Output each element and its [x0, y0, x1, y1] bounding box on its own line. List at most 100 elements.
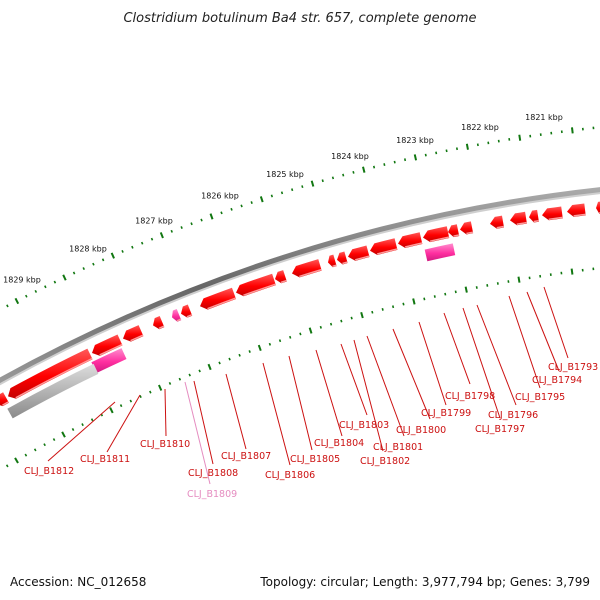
inner-major-tick: [517, 276, 521, 283]
kbp-label-group: 1821 kbp 1822 kbp 1823 kbp 1824 kbp 1825 kbp…: [3, 113, 563, 285]
gene-feature-edge: [342, 261, 348, 265]
gene-feature: [275, 270, 287, 284]
gene-feature-edge: [429, 236, 450, 242]
label-leader-line: [476, 304, 517, 406]
pink-feature-block: [424, 243, 456, 262]
gene-feature-edge: [404, 242, 423, 248]
inner-minor-tick: [188, 373, 191, 377]
outer-minor-tick: [393, 160, 396, 164]
gene-feature: [292, 259, 322, 278]
gene-label: CLJ_B1802: [360, 456, 410, 467]
gene-feature-edge: [573, 213, 586, 217]
outer-tick-ring: [6, 126, 595, 308]
gene-feature-edge: [376, 248, 398, 255]
gene-label: CLJ_B1806: [265, 470, 315, 481]
label-leader-line: [462, 307, 501, 419]
outer-minor-tick: [435, 151, 438, 155]
outer-minor-tick: [34, 289, 38, 293]
inner-major-tick: [207, 363, 212, 371]
inner-major-tick: [109, 407, 114, 414]
backbone-shadow: [0, 191, 600, 386]
gene-label-group: CLJ_B1793 CLJ_B1794 CLJ_B1795 CLJ_B1796 CLJ_…: [24, 362, 598, 500]
inner-minor-tick: [248, 350, 251, 353]
inner-minor-tick: [433, 295, 436, 298]
inner-minor-tick: [371, 310, 374, 314]
inner-minor-tick: [228, 357, 231, 361]
inner-major-tick: [157, 384, 163, 391]
outer-minor-tick: [445, 149, 448, 153]
outer-minor-tick: [403, 158, 407, 162]
gene-feature: [236, 273, 276, 297]
gene-label: CLJ_B1805: [290, 454, 340, 465]
kbp-label: 1822 kbp: [461, 123, 499, 132]
gene-feature-edge: [99, 343, 123, 356]
inner-minor-tick: [402, 302, 405, 306]
genome-summary-text: Topology: circular; Length: 3,977,794 bp…: [259, 575, 590, 589]
gene-feature: [460, 221, 474, 235]
gene-feature: [542, 206, 563, 221]
gene-label: CLJ_B1797: [475, 424, 525, 435]
kbp-label: 1829 kbp: [3, 276, 41, 285]
inner-minor-tick: [178, 377, 182, 381]
outer-major-tick: [209, 213, 214, 220]
gene-feature-edge: [186, 314, 193, 318]
inner-minor-tick: [340, 319, 343, 323]
gene-feature: [153, 316, 165, 330]
outer-major-tick: [159, 232, 164, 239]
kbp-label: 1828 kbp: [69, 244, 107, 253]
inner-minor-tick: [119, 404, 123, 408]
label-leader-line: [184, 381, 211, 485]
inner-minor-tick: [168, 381, 172, 385]
inner-minor-tick: [381, 308, 384, 311]
outer-minor-tick: [140, 241, 144, 245]
gene-feature-group: [0, 201, 600, 419]
label-leader-line: [164, 388, 167, 437]
outer-major-tick: [413, 154, 418, 161]
outer-major-tick: [518, 134, 522, 141]
gene-feature: [596, 201, 600, 214]
inner-minor-tick: [289, 335, 292, 339]
inner-minor-tick: [423, 297, 426, 301]
outer-minor-tick: [291, 188, 294, 192]
outer-major-tick: [465, 143, 469, 150]
gene-feature-edge: [354, 255, 370, 261]
outer-minor-tick: [372, 165, 376, 169]
inner-major-tick: [464, 286, 468, 293]
inner-minor-tick: [238, 353, 241, 357]
gene-feature-edge: [130, 334, 144, 342]
outer-minor-tick: [331, 176, 335, 180]
highlight-gene-feature-edge: [176, 318, 182, 322]
inner-minor-tick: [24, 453, 28, 457]
inner-tick-ring: [5, 267, 595, 468]
gene-feature-edge: [158, 325, 165, 329]
gene-label: CLJ_B1796: [488, 410, 538, 421]
label-leader-line: [225, 373, 247, 450]
outer-minor-tick: [101, 258, 105, 262]
label-leader-line: [47, 401, 116, 462]
inner-minor-tick: [454, 290, 457, 294]
inner-minor-tick: [90, 418, 94, 422]
gene-feature-edge: [332, 264, 337, 268]
gene-label: CLJ_B1812: [24, 466, 74, 477]
accession-text: Accession: NC_012658: [10, 575, 146, 589]
outer-minor-tick: [250, 201, 253, 204]
outer-minor-tick: [240, 204, 243, 208]
inner-minor-tick: [71, 428, 75, 432]
gene-label: CLJ_B1804: [314, 438, 364, 449]
label-leader-line: [106, 394, 141, 453]
inner-minor-tick: [391, 305, 395, 309]
outer-minor-tick: [82, 267, 85, 271]
outer-minor-tick: [92, 262, 95, 266]
gene-label: CLJ_B1808: [188, 468, 238, 479]
inner-minor-tick: [5, 464, 9, 468]
gene-feature-edge: [548, 216, 563, 221]
outer-minor-tick: [6, 304, 9, 308]
inner-minor-tick: [268, 342, 272, 346]
pink-feature-block: [91, 348, 127, 374]
gene-feature: [490, 215, 505, 229]
outer-minor-tick: [342, 173, 345, 177]
outer-minor-tick: [131, 245, 134, 249]
inner-major-tick: [14, 457, 19, 464]
inner-minor-tick: [81, 423, 84, 427]
